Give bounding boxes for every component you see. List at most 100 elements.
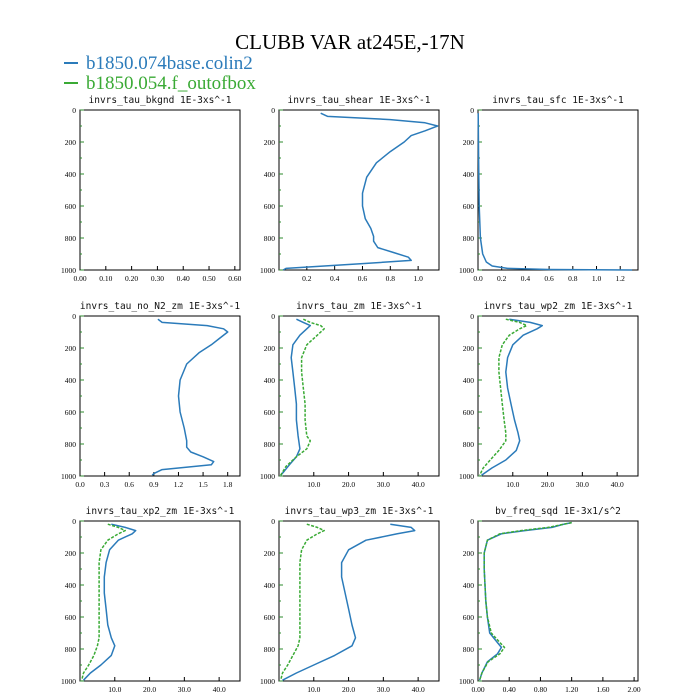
- x-tick-label: 1.2: [174, 480, 184, 489]
- y-tick-label: 400: [65, 376, 77, 385]
- x-tick-label: 40.0: [412, 685, 425, 694]
- panel-title: invrs_tau_wp2_zm 1E-3xs^-1: [484, 301, 633, 312]
- y-tick-label: 200: [264, 549, 276, 558]
- plot-frame: [477, 109, 639, 271]
- legend-entry-base: b1850.074base.colin2: [64, 54, 253, 74]
- legend-entry-outofbox: b1850.054.f_outofbox: [64, 74, 256, 94]
- panel-title: invrs_tau_shear 1E-3xs^-1: [288, 95, 431, 106]
- x-tick-label: 1.60: [596, 685, 609, 694]
- x-tick-label: 0.50: [202, 274, 215, 283]
- y-tick-label: 1000: [459, 472, 474, 481]
- series-line-1: [279, 523, 325, 681]
- y-tick-label: 200: [463, 549, 475, 558]
- legend-label: b1850.054.f_outofbox: [86, 73, 256, 94]
- y-tick-label: 600: [264, 408, 276, 417]
- x-tick-label: 30.0: [576, 480, 589, 489]
- panel-1: invrs_tau_shear 1E-3xs^-1 0 200 400 600 800 10…: [260, 95, 440, 283]
- x-tick-label: 1.5: [198, 480, 208, 489]
- series-line-1: [80, 523, 126, 681]
- x-tick-label: 20.0: [143, 685, 156, 694]
- panel-8: bv_freq_sqd 1E-3x1/s^2020040060080010000…: [459, 506, 641, 694]
- y-tick-label: 1000: [459, 677, 474, 686]
- panel-title: invrs_tau_zm 1E-3xs^-1: [296, 301, 422, 312]
- panel-0: invrs_tau_bkgnd 1E-3xs^-1 0 200 400 600 800 10…: [61, 95, 242, 283]
- plot-frame: [79, 315, 241, 477]
- y-tick-label: 800: [65, 440, 77, 449]
- x-tick-label: 40.0: [412, 480, 425, 489]
- plot-frame: [477, 520, 639, 682]
- panel-title: invrs_tau_wp3_zm 1E-3xs^-1: [285, 506, 434, 517]
- x-tick-label: 40.0: [611, 480, 624, 489]
- y-tick-label: 800: [463, 645, 475, 654]
- y-tick-label: 0: [470, 106, 474, 115]
- x-tick-label: 0.00: [73, 274, 86, 283]
- panel-2: invrs_tau_sfc 1E-3xs^-1 0 200 400 600 800 1000…: [459, 95, 639, 283]
- series-line-0: [82, 523, 137, 681]
- y-tick-label: 800: [264, 440, 276, 449]
- x-tick-label: 10.0: [307, 480, 320, 489]
- y-tick-label: 800: [65, 234, 77, 243]
- x-tick-label: 1.8: [223, 480, 233, 489]
- x-tick-label: 30.0: [178, 685, 191, 694]
- series-line-0: [151, 318, 229, 476]
- y-tick-label: 400: [65, 581, 77, 590]
- legend-label: b1850.074base.colin2: [86, 53, 253, 74]
- y-tick-label: 200: [463, 138, 475, 147]
- x-tick-label: 0.0: [473, 274, 483, 283]
- panel-7: invrs_tau_wp3_zm 1E-3xs^-1 0 200 400 600 800 1…: [260, 506, 440, 694]
- y-tick-label: 1000: [61, 677, 76, 686]
- x-tick-label: 0.8: [568, 274, 578, 283]
- panel-title: invrs_tau_bkgnd 1E-3xs^-1: [89, 95, 232, 106]
- y-tick-label: 1000: [260, 472, 275, 481]
- x-tick-label: 10.0: [506, 480, 519, 489]
- x-tick-label: 0.00: [471, 685, 484, 694]
- y-tick-label: 400: [463, 581, 475, 590]
- x-tick-label: 1.0: [592, 274, 602, 283]
- y-tick-label: 400: [264, 581, 276, 590]
- x-tick-label: 0.4: [330, 274, 340, 283]
- panel-title: invrs_tau_no_N2_zm 1E-3xs^-1: [80, 301, 240, 312]
- y-tick-label: 800: [463, 440, 475, 449]
- y-tick-label: 800: [65, 645, 77, 654]
- panel-3: invrs_tau_no_N2_zm 1E-3xs^-1 0 200 400 600 80…: [61, 301, 241, 489]
- x-tick-label: 20.0: [342, 480, 355, 489]
- series-line-0: [280, 318, 312, 476]
- x-tick-label: 0.3: [100, 480, 110, 489]
- y-tick-label: 200: [463, 344, 475, 353]
- x-tick-label: 0.4: [521, 274, 531, 283]
- x-tick-label: 0.8: [386, 274, 396, 283]
- x-tick-label: 30.0: [377, 685, 390, 694]
- x-tick-label: 10.0: [307, 685, 320, 694]
- y-tick-label: 400: [463, 170, 475, 179]
- y-tick-label: 0: [72, 312, 76, 321]
- y-tick-label: 0: [470, 517, 474, 526]
- figure-title: CLUBB VAR at245E,-17N: [235, 30, 465, 54]
- panel-4: invrs_tau_zm 1E-3xs^-1 0 200 400 600 800 1000 1…: [260, 301, 440, 489]
- panel-title: invrs_tau_xp2_zm 1E-3xs^-1: [86, 506, 235, 517]
- series-line-0: [477, 113, 633, 271]
- x-tick-label: 2.00: [628, 685, 641, 694]
- x-tick-label: 40.0: [213, 685, 226, 694]
- y-tick-label: 800: [264, 645, 276, 654]
- x-tick-label: 1.20: [565, 685, 578, 694]
- x-tick-label: 0.9: [149, 480, 159, 489]
- x-tick-label: 30.0: [377, 480, 390, 489]
- x-tick-label: 1.0: [413, 274, 423, 283]
- plot-frame: [79, 520, 241, 682]
- legend-swatch-icon: [64, 82, 78, 84]
- y-tick-label: 800: [463, 234, 475, 243]
- series-line-1: [280, 318, 325, 476]
- series-line-0: [282, 523, 416, 681]
- y-tick-label: 200: [65, 138, 77, 147]
- y-tick-label: 200: [264, 138, 276, 147]
- x-tick-label: 0.6: [125, 480, 135, 489]
- series-line-0: [282, 112, 439, 271]
- panel-5: invrs_tau_wp2_zm 1E-3xs^-1 0 200 400 600 800 1…: [459, 301, 639, 489]
- y-tick-label: 600: [65, 613, 77, 622]
- y-tick-label: 0: [271, 517, 275, 526]
- y-tick-label: 0: [72, 517, 76, 526]
- y-tick-label: 0: [470, 312, 474, 321]
- x-tick-label: 0.2: [497, 274, 507, 283]
- y-tick-label: 1000: [61, 472, 76, 481]
